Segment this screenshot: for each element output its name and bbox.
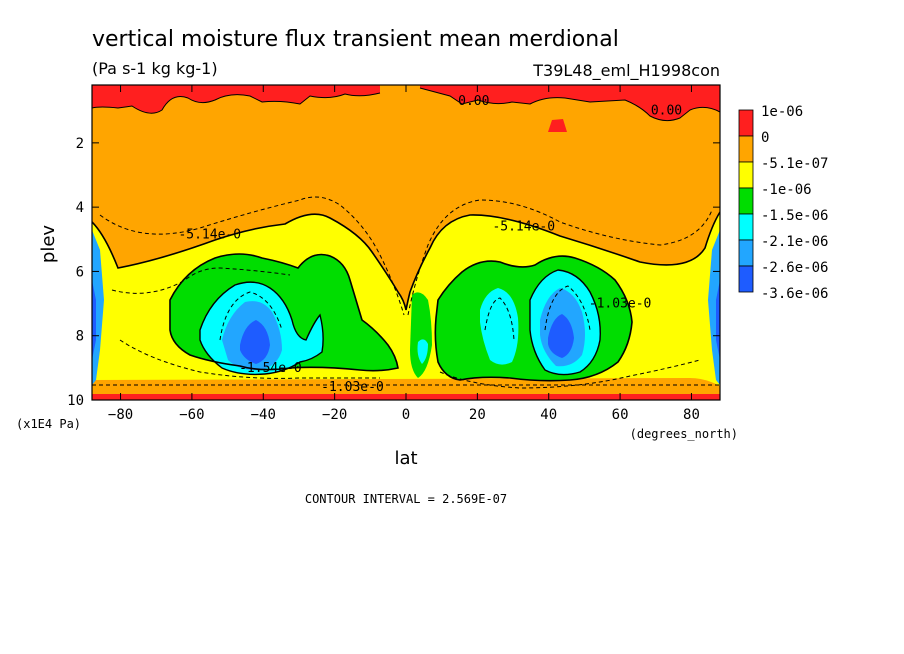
x-axis-ticks: −80 −60 −40 −20 0 20 40 60 80 [108,85,700,423]
edge-east-core [716,280,720,360]
edge-east [708,230,720,385]
legend-swatch [738,213,754,241]
edge-west-core [92,280,96,360]
legend-label: -1.5e-06 [761,208,828,224]
x-axis-units: (degrees_north) [630,427,738,441]
x-tick-label: −60 [179,407,204,423]
color-legend: 1e-06 0 -5.1e-07 -1e-06 -1.5e-06 -2.1e-06 -2.6… [738,104,828,302]
x-axis-label: lat [394,448,417,469]
legend-label: 0 [761,130,769,146]
edge-west [92,230,104,385]
contour-label: -5.14e-0 [492,219,555,234]
legend-swatch [738,135,754,163]
y-tick-label: 4 [76,200,84,216]
chart-units: (Pa s-1 kg kg-1) [92,59,218,78]
legend-label: -3.6e-06 [761,286,828,302]
y-axis-units: (x1E4 Pa) [16,417,81,431]
y-tick-label: 6 [76,264,84,280]
dashed-contour-upper-north [407,199,713,316]
contour-label: -1.54e-0 [239,361,302,376]
y-tick-label: 2 [76,136,84,152]
blue-core-south [240,320,270,364]
contour-field: 0.00 0.00 -5.14e-0 -5.14e-0 -1.03e-0 -1.54e-0… [92,85,720,400]
contour-yellow-boundary [92,211,720,311]
y-axis-ticks: 2 4 6 8 10 [67,136,720,409]
cyan-region-eq [417,339,428,364]
legend-label: 1e-06 [761,104,803,120]
x-tick-label: 0 [402,407,410,423]
contour-green-north [434,255,633,382]
cyan-region-north-a [480,288,519,365]
x-tick-label: −40 [251,407,276,423]
run-label: T39L48_eml_H1998con [532,61,720,81]
contour-label-group: 0.00 0.00 -5.14e-0 -5.14e-0 -1.03e-0 -1.54e-0… [178,94,682,395]
legend-swatch [738,187,754,215]
legend-swatch [738,109,754,137]
dashed-contour-low-north [439,359,701,389]
x-tick-label: −80 [108,407,133,423]
contour-label: 0.00 [458,94,489,109]
contour-interval: CONTOUR INTERVAL = 2.569E-07 [305,492,507,506]
legend-swatch [738,161,754,189]
dashed-contour-mid-south [111,267,291,294]
contour-zero-west [92,92,381,114]
contour-green-south [169,253,399,372]
contour-label: -1.03e-0 [589,297,652,312]
contour-zero-east [419,87,720,122]
legend-swatch [738,239,754,267]
dashed-contour-core-south [219,291,283,341]
contour-label: 0.00 [651,104,682,119]
green-region-eq [410,292,432,378]
x-tick-label: −20 [322,407,347,423]
y-tick-label: 10 [67,393,84,409]
red-region-east [420,85,720,121]
x-tick-label: 60 [612,407,629,423]
x-tick-label: 80 [683,407,700,423]
contour-cyan-north [529,269,601,376]
dashed-contour-core-north-a [484,297,515,341]
legend-swatch [738,265,754,293]
legend-label: -5.1e-07 [761,156,828,172]
dashed-contour-core-north [544,285,591,331]
red-patch [548,119,567,132]
contour-label: -5.14e-0 [178,227,241,242]
legend-label: -2.1e-06 [761,234,828,250]
contour-label: -1.03e-0 [321,380,384,395]
legend-label: -1e-06 [761,182,812,198]
contour-cyan-south [199,281,324,376]
x-tick-label: 40 [540,407,557,423]
blue-core-north [548,314,574,358]
y-axis-label: plev [38,225,59,264]
x-tick-label: 20 [469,407,486,423]
dashed-contour-upper-south [99,196,405,316]
y-tick-label: 8 [76,329,84,345]
chart-title: vertical moisture flux transient mean me… [92,27,619,52]
legend-label: -2.6e-06 [761,260,828,276]
